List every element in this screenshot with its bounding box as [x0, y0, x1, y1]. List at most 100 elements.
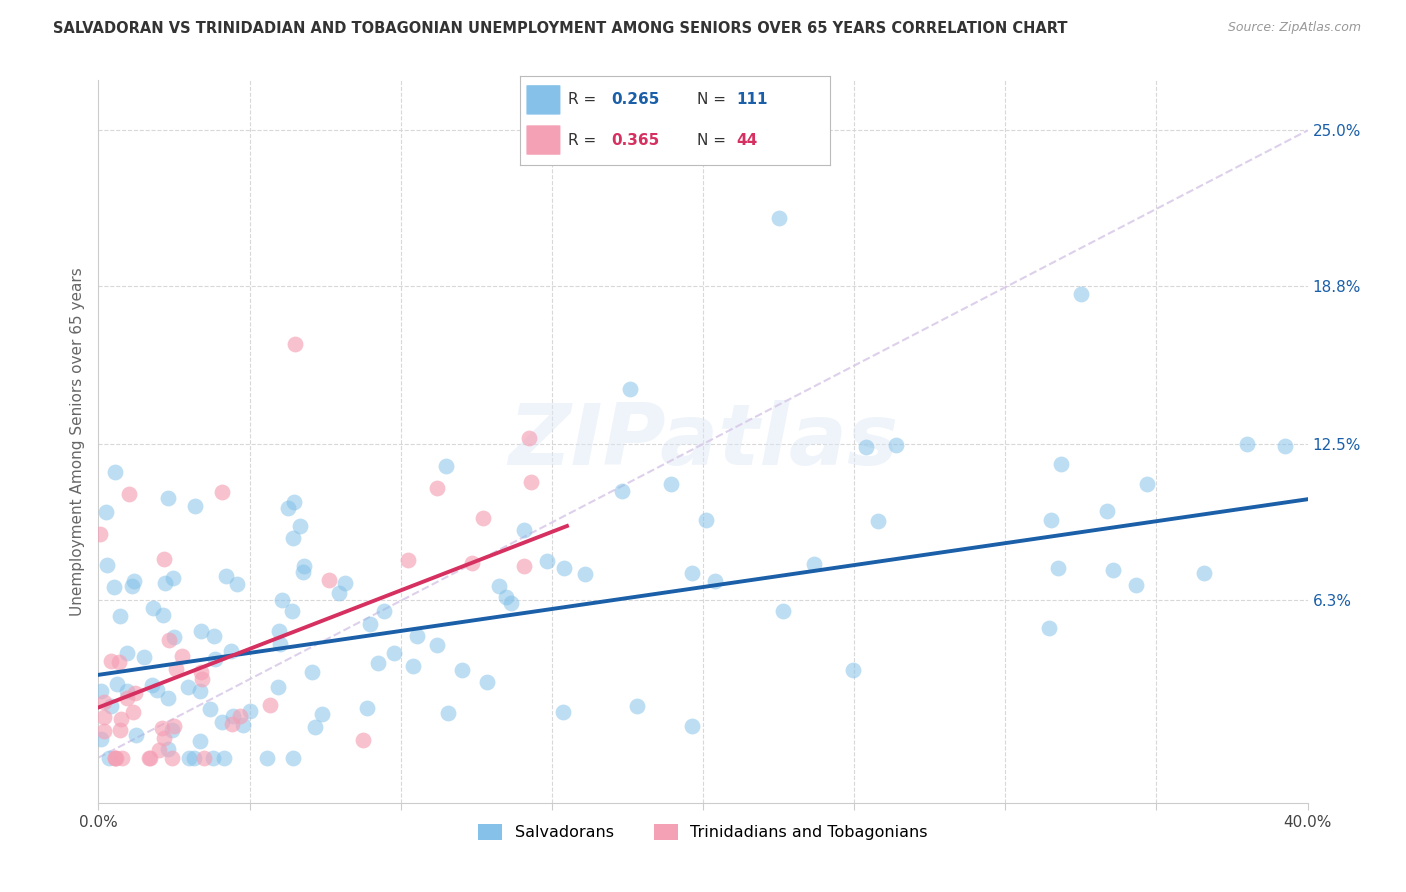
Point: [153, 731, 176, 746]
Point: [153, 575, 176, 590]
Point: [517, 431, 540, 445]
Text: N =: N =: [696, 133, 730, 147]
Point: [281, 750, 304, 764]
Point: [110, 723, 132, 738]
Text: 44: 44: [737, 133, 758, 147]
Point: [121, 578, 143, 592]
Point: [488, 579, 510, 593]
Point: [437, 706, 460, 721]
Point: [117, 690, 139, 705]
Point: [122, 574, 145, 588]
Point: [211, 715, 233, 730]
Point: [156, 742, 179, 756]
Point: [157, 632, 180, 647]
Point: [426, 481, 449, 495]
Point: [1136, 477, 1159, 491]
Point: [499, 596, 522, 610]
Point: [1040, 513, 1063, 527]
Point: [188, 733, 211, 747]
Point: [281, 604, 304, 618]
Point: [90, 731, 112, 746]
Point: [193, 750, 215, 764]
Point: [100, 654, 122, 668]
Point: [188, 683, 211, 698]
Point: [162, 571, 184, 585]
Point: [93, 710, 115, 724]
Point: [1095, 504, 1118, 518]
Point: [495, 590, 517, 604]
Point: [222, 709, 245, 723]
Point: [201, 750, 224, 764]
Point: [574, 567, 596, 582]
Point: [183, 750, 205, 764]
Text: Source: ZipAtlas.com: Source: ZipAtlas.com: [1227, 21, 1361, 35]
Point: [359, 617, 381, 632]
Text: 0.265: 0.265: [612, 93, 659, 107]
Point: [461, 556, 484, 570]
Point: [110, 712, 132, 726]
Point: [277, 500, 299, 515]
Point: [221, 717, 243, 731]
Point: [382, 646, 405, 660]
Point: [451, 663, 474, 677]
Point: [311, 707, 333, 722]
Point: [146, 683, 169, 698]
Text: ZIPatlas: ZIPatlas: [508, 400, 898, 483]
Point: [884, 438, 907, 452]
Point: [1125, 578, 1147, 592]
Point: [160, 723, 183, 737]
Point: [475, 675, 498, 690]
Point: [139, 750, 162, 764]
Point: [211, 484, 233, 499]
Point: [215, 569, 238, 583]
Point: [162, 719, 184, 733]
Text: SALVADORAN VS TRINIDADIAN AND TOBAGONIAN UNEMPLOYMENT AMONG SENIORS OVER 65 YEAR: SALVADORAN VS TRINIDADIAN AND TOBAGONIAN…: [53, 21, 1069, 37]
Point: [141, 678, 163, 692]
Point: [94, 505, 117, 519]
Point: [138, 750, 160, 764]
Point: [426, 638, 449, 652]
Point: [301, 665, 323, 680]
Text: R =: R =: [568, 93, 602, 107]
Point: [619, 383, 641, 397]
Point: [104, 750, 127, 764]
Point: [328, 586, 350, 600]
Point: [536, 554, 558, 568]
Point: [288, 519, 311, 533]
Point: [513, 559, 536, 574]
Point: [204, 652, 226, 666]
Point: [513, 523, 536, 537]
Point: [163, 630, 186, 644]
Point: [1192, 566, 1215, 581]
Point: [93, 723, 115, 738]
Point: [659, 477, 682, 491]
Point: [1070, 286, 1092, 301]
Point: [90, 684, 112, 698]
Point: [681, 719, 703, 733]
Point: [239, 704, 262, 718]
Point: [198, 702, 221, 716]
Point: [118, 487, 141, 501]
Legend: Salvadorans, Trinidadians and Tobagonians: Salvadorans, Trinidadians and Tobagonian…: [471, 817, 935, 847]
Point: [269, 637, 291, 651]
Point: [89, 527, 111, 541]
Point: [292, 566, 315, 580]
Point: [270, 593, 292, 607]
Point: [157, 691, 180, 706]
Point: [103, 580, 125, 594]
Point: [284, 336, 307, 351]
Text: R =: R =: [568, 133, 602, 147]
Point: [405, 629, 427, 643]
Point: [281, 531, 304, 545]
Point: [1046, 561, 1069, 575]
Point: [1274, 439, 1296, 453]
Point: [520, 475, 543, 489]
Point: [768, 211, 790, 226]
Point: [401, 658, 423, 673]
Point: [212, 750, 235, 764]
Point: [124, 686, 146, 700]
Point: [190, 665, 212, 679]
Point: [855, 440, 877, 454]
Point: [142, 601, 165, 615]
Point: [356, 701, 378, 715]
